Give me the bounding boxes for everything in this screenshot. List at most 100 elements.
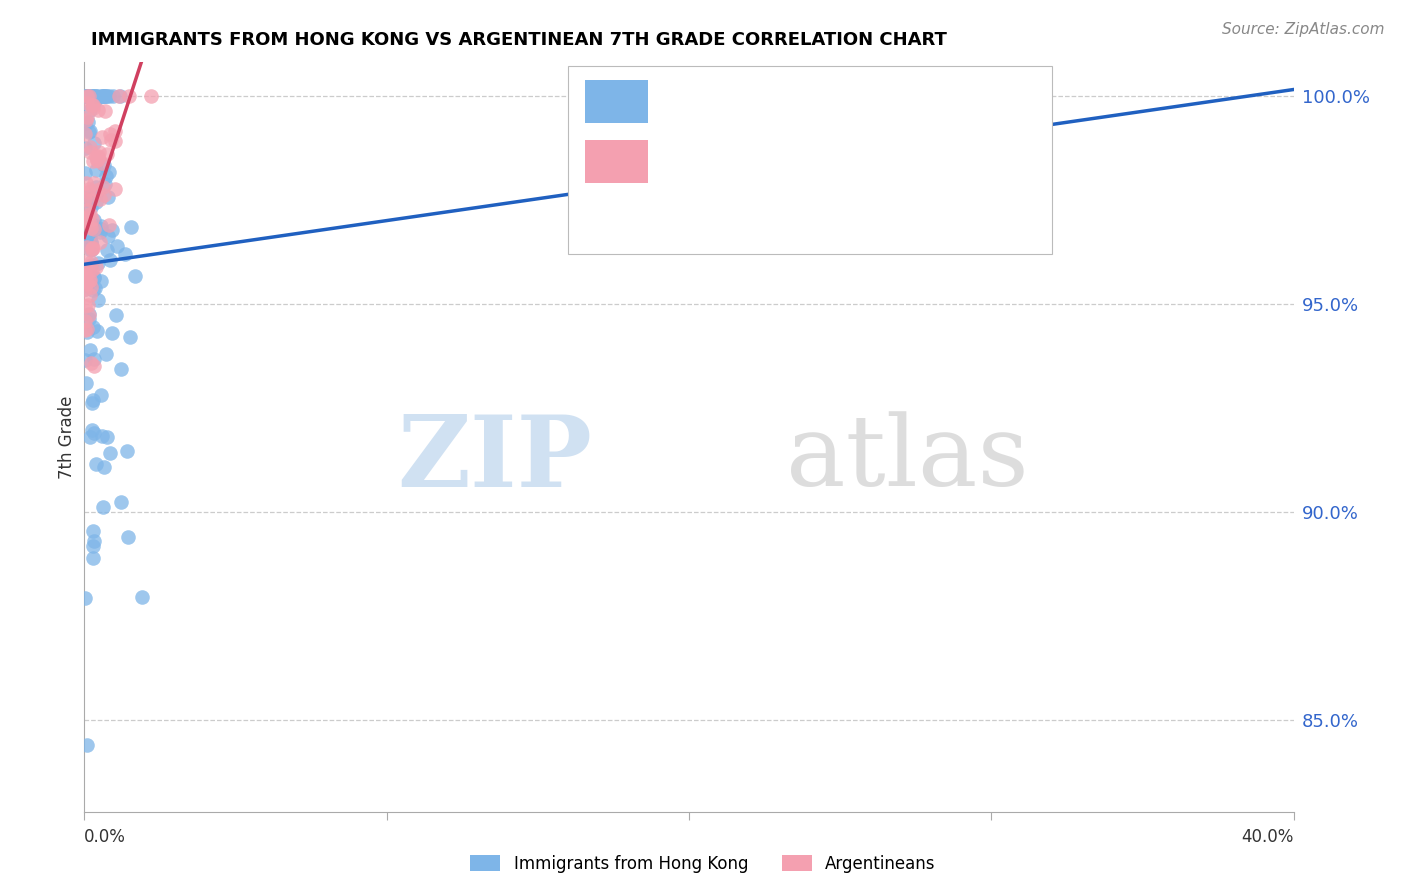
Point [80,193,103,207]
Point [84,88,107,103]
Point [90,429,112,443]
Point [84,188,107,202]
Point [76,88,98,103]
Point [82,241,104,255]
Text: 40.0%: 40.0% [1241,829,1294,847]
Point [75,277,97,291]
Point [96,169,118,183]
Point [94,104,117,119]
Point [73,141,96,155]
Point [83,88,105,103]
Point [76,202,98,217]
Point [75,314,97,328]
Point [86,103,108,117]
Point [79,103,101,118]
Point [79,273,101,287]
Point [84,148,107,162]
Point [83,176,105,190]
Point [101,88,124,103]
Point [80,192,103,206]
Point [82,550,104,565]
Point [82,88,104,103]
Point [83,426,105,441]
Point [89,225,111,239]
Point [83,269,105,284]
Point [105,239,128,253]
Point [76,88,98,103]
Point [103,182,125,196]
Point [91,500,114,514]
Point [80,211,103,226]
Point [75,211,97,225]
Point [80,242,103,256]
Point [79,217,101,231]
Point [73,299,96,313]
Point [75,353,97,368]
Point [76,110,98,124]
Point [73,127,96,141]
Point [80,258,103,272]
Point [82,98,104,112]
Point [93,158,115,172]
Point [77,182,100,196]
Point [86,324,108,338]
Point [96,147,118,161]
Point [73,282,96,296]
Point [94,177,117,191]
Point [83,271,105,285]
Point [98,127,121,141]
Point [93,88,115,103]
Point [77,298,100,312]
Point [73,269,96,284]
Point [77,265,100,279]
Point [90,88,112,103]
Point [77,115,100,129]
Point [76,738,98,752]
Point [96,430,118,444]
Point [101,223,124,237]
Point [73,192,96,206]
Point [76,279,98,293]
Point [83,88,105,103]
Point [83,281,105,295]
Point [80,243,103,257]
Point [96,88,118,103]
Point [77,274,100,288]
Point [79,288,101,302]
Point [131,590,153,604]
Point [110,495,132,509]
Point [83,219,105,233]
Point [108,88,131,103]
Point [87,151,110,165]
Point [97,229,120,244]
Point [82,98,104,112]
Point [94,88,117,103]
Point [77,308,100,322]
Point [87,255,110,269]
Text: 0.171: 0.171 [725,93,782,111]
Text: 0.474: 0.474 [725,153,782,170]
Point [93,88,115,103]
Point [75,113,97,128]
Point [80,235,103,250]
Point [83,136,105,150]
Point [93,459,115,474]
Point [82,395,104,409]
Point [76,88,98,103]
Point [115,444,138,458]
Point [79,231,101,245]
Point [117,530,139,544]
Point [75,88,97,103]
FancyBboxPatch shape [585,80,648,123]
Point [83,359,105,374]
Point [77,88,100,103]
Point [79,280,101,294]
Point [110,361,132,376]
Point [80,241,103,255]
Point [76,325,98,339]
Point [80,235,103,249]
Text: 81: 81 [918,153,943,170]
Point [118,330,141,344]
Point [90,219,112,234]
Point [75,235,97,250]
